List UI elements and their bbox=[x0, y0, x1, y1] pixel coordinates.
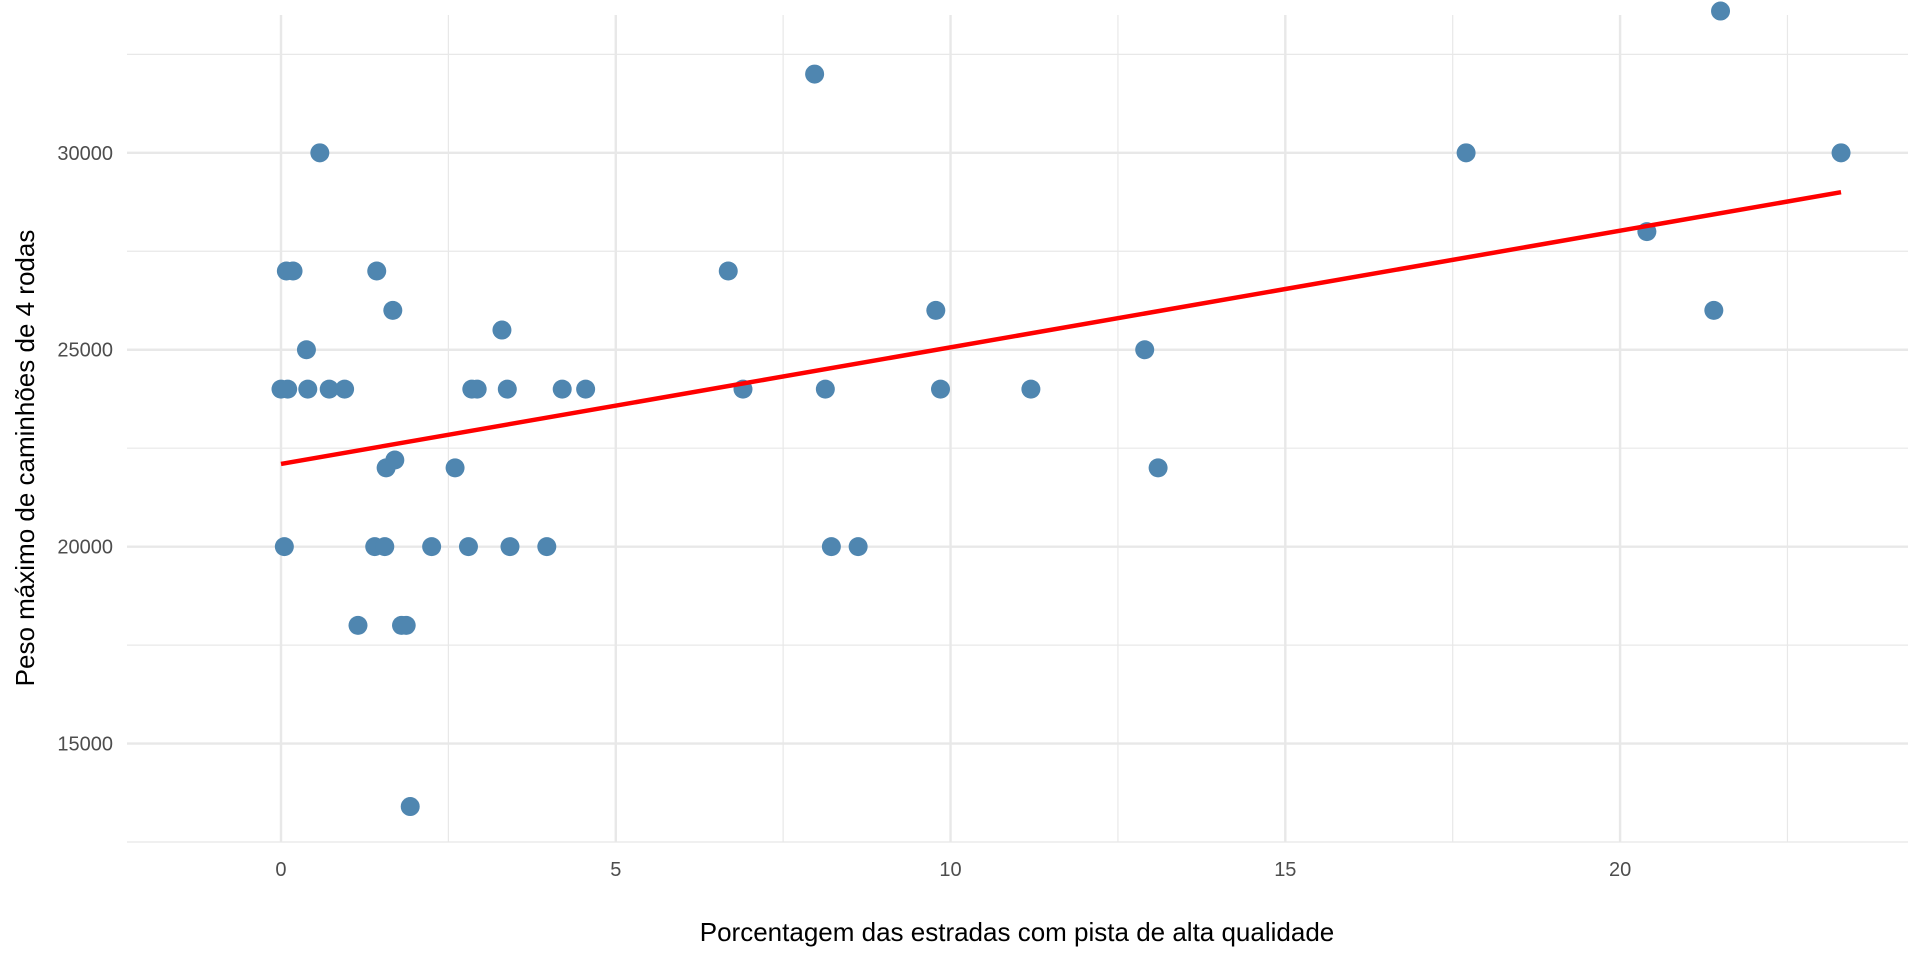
data-point bbox=[310, 143, 330, 163]
data-point bbox=[296, 340, 316, 360]
data-point bbox=[383, 300, 403, 320]
x-axis-ticks: 0 5 10 15 20 bbox=[275, 859, 1631, 881]
data-point bbox=[278, 379, 298, 399]
trend-line-layer bbox=[280, 189, 1842, 467]
data-point bbox=[926, 300, 946, 320]
data-point bbox=[718, 261, 738, 281]
data-point bbox=[400, 797, 420, 817]
data-point bbox=[821, 537, 841, 557]
data-point bbox=[319, 379, 339, 399]
data-point bbox=[1021, 379, 1041, 399]
y-tick-label: 30000 bbox=[57, 143, 113, 165]
data-point bbox=[385, 450, 405, 470]
x-tick-label: 5 bbox=[610, 859, 621, 881]
data-point bbox=[396, 615, 416, 635]
data-point bbox=[298, 379, 318, 399]
data-point bbox=[1148, 458, 1168, 478]
data-point bbox=[375, 537, 395, 557]
data-point bbox=[537, 537, 557, 557]
data-point bbox=[335, 379, 355, 399]
x-tick-label: 20 bbox=[1609, 859, 1631, 881]
data-point bbox=[1711, 1, 1731, 21]
data-point bbox=[458, 537, 478, 557]
data-point bbox=[1704, 300, 1724, 320]
data-point bbox=[1456, 143, 1476, 163]
data-point bbox=[1135, 340, 1155, 360]
y-tick-label: 20000 bbox=[57, 537, 113, 559]
y-tick-label: 15000 bbox=[57, 734, 113, 756]
data-point bbox=[445, 458, 465, 478]
data-point bbox=[492, 320, 512, 340]
x-tick-label: 10 bbox=[939, 859, 961, 881]
data-point bbox=[367, 261, 387, 281]
data-point bbox=[552, 379, 572, 399]
data-points bbox=[271, 1, 1851, 817]
data-point bbox=[283, 261, 303, 281]
minor-gridlines bbox=[127, 15, 1908, 843]
data-point bbox=[467, 379, 487, 399]
data-point bbox=[1831, 143, 1851, 163]
y-tick-label: 25000 bbox=[57, 340, 113, 362]
data-point bbox=[500, 537, 520, 557]
y-axis-title: Peso máximo de caminhões de 4 rodas bbox=[10, 230, 40, 687]
data-point bbox=[422, 537, 442, 557]
data-point bbox=[576, 379, 596, 399]
major-gridlines bbox=[127, 15, 1908, 842]
data-point bbox=[805, 64, 825, 84]
x-tick-label: 15 bbox=[1274, 859, 1296, 881]
data-point bbox=[815, 379, 835, 399]
data-point bbox=[497, 379, 517, 399]
data-point bbox=[931, 379, 951, 399]
x-tick-label: 0 bbox=[275, 859, 286, 881]
data-point bbox=[848, 537, 868, 557]
data-point bbox=[348, 615, 368, 635]
x-axis-title: Porcentagem das estradas com pista de al… bbox=[700, 917, 1335, 947]
data-point bbox=[274, 537, 294, 557]
y-axis-ticks: 15000 20000 25000 30000 bbox=[57, 143, 113, 756]
trend-line bbox=[280, 189, 1842, 467]
